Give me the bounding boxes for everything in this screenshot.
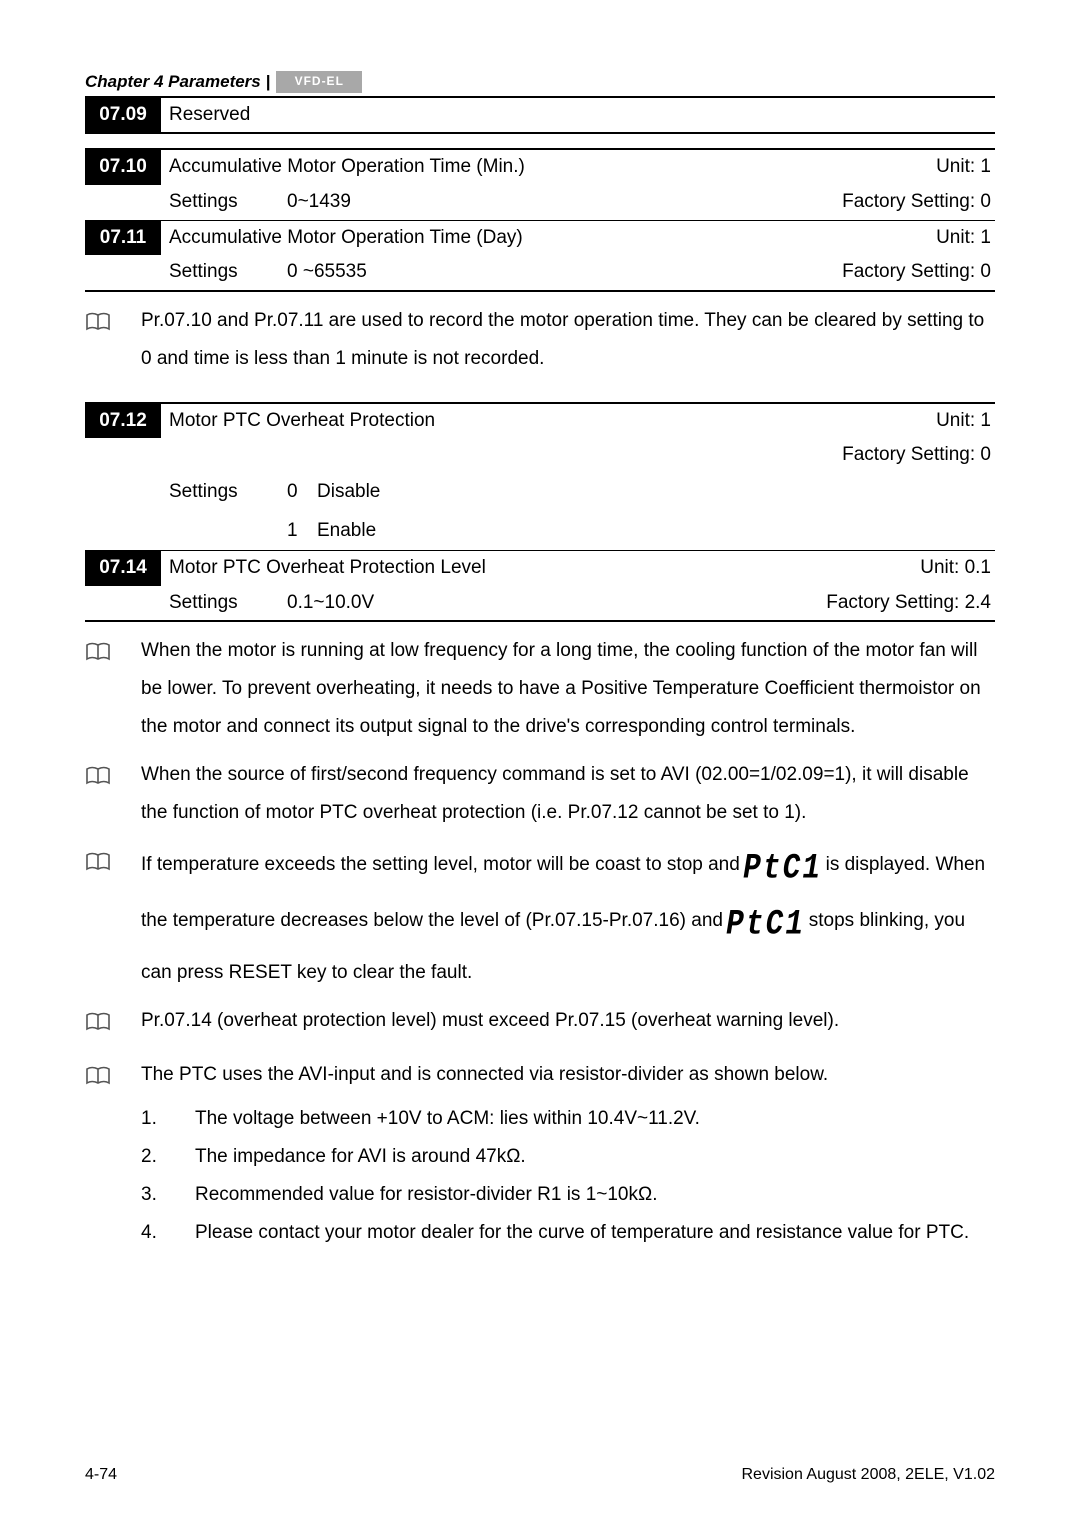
factory-setting: Factory Setting: 0 (842, 259, 995, 286)
option-row: 1 Enable (287, 516, 995, 547)
book-icon (85, 756, 141, 832)
param-07-11: 07.11 Accumulative Motor Operation Time … (85, 221, 995, 256)
option-row: 0 Disable (287, 477, 995, 508)
list-item: 4. Please contact your motor dealer for … (141, 1214, 995, 1252)
note-text: When the motor is running at low frequen… (141, 632, 995, 746)
settings-row: Settings 0~1439 Factory Setting: 0 (85, 185, 995, 221)
settings-row: 1 Enable (85, 512, 995, 552)
factory-setting: Factory Setting: 0 (842, 189, 995, 216)
list-num: 3. (141, 1176, 195, 1214)
book-icon (85, 632, 141, 746)
param-unit: Unit: 1 (932, 150, 995, 185)
note-part: If temperature exceeds the setting level… (141, 854, 745, 875)
param-07-09: 07.09 Reserved (85, 98, 995, 135)
book-icon (85, 1056, 141, 1100)
book-icon (85, 302, 141, 378)
param-num: 07.10 (85, 150, 161, 185)
settings-row: Settings 0 ~65535 Factory Setting: 0 (85, 255, 995, 292)
note-block: The PTC uses the AVI-input and is connec… (85, 1056, 995, 1100)
list-text: The impedance for AVI is around 47kΩ. (195, 1138, 995, 1176)
list-text: Please contact your motor dealer for the… (195, 1214, 995, 1252)
settings-label: Settings (161, 479, 287, 506)
factory-row: Factory Setting: 0 (85, 438, 995, 473)
chapter-label: Chapter 4 Parameters | (85, 70, 270, 94)
option-num: 1 (287, 518, 317, 545)
note-text: When the source of first/second frequenc… (141, 756, 995, 832)
param-num: 07.11 (85, 221, 161, 256)
page-footer: 4-74 Revision August 2008, 2ELE, V1.02 (85, 1464, 995, 1486)
settings-label: Settings (161, 259, 287, 286)
list-num: 2. (141, 1138, 195, 1176)
param-07-12: 07.12 Motor PTC Overheat Protection Unit… (85, 402, 995, 439)
list-item: 3. Recommended value for resistor-divide… (141, 1176, 995, 1214)
note-block: When the source of first/second frequenc… (85, 756, 995, 832)
param-num: 07.09 (85, 98, 161, 133)
settings-range: 0~1439 (287, 189, 842, 216)
chapter-header: Chapter 4 Parameters | VFD-EL (85, 70, 995, 98)
factory-setting: Factory Setting: 0 (842, 442, 995, 469)
list-num: 1. (141, 1100, 195, 1138)
note-text: Pr.07.14 (overheat protection level) mus… (141, 1002, 995, 1046)
note-block: Pr.07.14 (overheat protection level) mus… (85, 1002, 995, 1046)
settings-label: Settings (161, 590, 287, 617)
param-07-14: 07.14 Motor PTC Overheat Protection Leve… (85, 551, 995, 586)
note-block: When the motor is running at low frequen… (85, 632, 995, 746)
revision-text: Revision August 2008, 2ELE, V1.02 (741, 1464, 995, 1486)
note-block: If temperature exceeds the setting level… (85, 842, 995, 992)
settings-row: Settings 0.1~10.0V Factory Setting: 2.4 (85, 586, 995, 623)
book-icon (85, 1002, 141, 1046)
settings-label: Settings (161, 189, 287, 216)
param-num: 07.14 (85, 551, 161, 586)
param-num: 07.12 (85, 404, 161, 439)
list-text: Recommended value for resistor-divider R… (195, 1176, 995, 1214)
list-num: 4. (141, 1214, 195, 1252)
param-07-10: 07.10 Accumulative Motor Operation Time … (85, 148, 995, 185)
settings-range: 0 ~65535 (287, 259, 842, 286)
chapter-logo: VFD-EL (276, 71, 362, 93)
list-text: The voltage between +10V to ACM: lies wi… (195, 1100, 995, 1138)
param-unit: Unit: 0.1 (916, 551, 995, 586)
note-block: Pr.07.10 and Pr.07.11 are used to record… (85, 302, 995, 378)
list-item: 2. The impedance for AVI is around 47kΩ. (141, 1138, 995, 1176)
option-text: Disable (317, 479, 380, 506)
option-text: Enable (317, 518, 376, 545)
param-unit: Unit: 1 (932, 404, 995, 439)
param-unit: Unit: 1 (932, 221, 995, 256)
ptc-display: PtC1 (726, 891, 805, 961)
settings-row: Settings 0 Disable (85, 473, 995, 512)
note-text: If temperature exceeds the setting level… (141, 842, 995, 992)
param-title: Accumulative Motor Operation Time (Day) (161, 221, 932, 256)
note-text: The PTC uses the AVI-input and is connec… (141, 1056, 995, 1100)
option-num: 0 (287, 479, 317, 506)
param-title: Motor PTC Overheat Protection (161, 404, 932, 439)
param-title: Reserved (161, 98, 995, 133)
list-item: 1. The voltage between +10V to ACM: lies… (141, 1100, 995, 1138)
note-text: Pr.07.10 and Pr.07.11 are used to record… (141, 302, 995, 378)
param-title: Accumulative Motor Operation Time (Min.) (161, 150, 932, 185)
factory-setting: Factory Setting: 2.4 (826, 590, 995, 617)
param-title: Motor PTC Overheat Protection Level (161, 551, 916, 586)
settings-range: 0.1~10.0V (287, 590, 826, 617)
page-number: 4-74 (85, 1464, 117, 1486)
book-icon (85, 842, 141, 992)
